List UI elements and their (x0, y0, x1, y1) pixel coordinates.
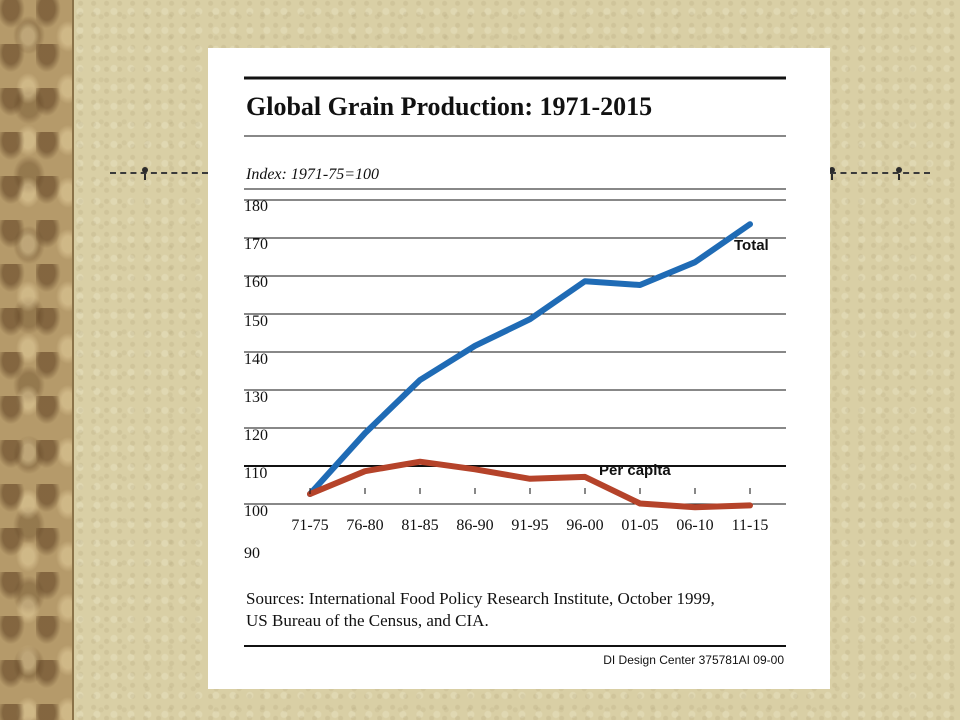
x-tick-label: 01-05 (621, 517, 658, 534)
decorative-dashed-line-left (110, 172, 208, 174)
x-tick-label: 11-15 (732, 517, 769, 534)
grain-production-chart: Global Grain Production: 1971-2015 Index… (244, 76, 786, 667)
chart-subtitle: Index: 1971-75=100 (245, 166, 379, 183)
decorative-dashed-line-right (830, 172, 930, 174)
series-label-per-capita: Per capita (599, 462, 671, 479)
x-tick-label: 81-85 (401, 517, 438, 534)
decorative-dot-right-2 (896, 167, 902, 173)
series-lines (307, 221, 753, 511)
decorative-tick-right-2 (898, 174, 900, 180)
y-tick-label: 100 (244, 503, 268, 520)
decorative-dot-right-1 (829, 167, 835, 173)
x-axis-tick-labels: 71-75 76-80 81-85 86-90 91-95 96-00 01-05 06-10… (291, 488, 768, 534)
source-line-1: Sources: International Food Policy Resea… (246, 589, 715, 608)
y-tick-label: 90 (244, 545, 260, 562)
series-label-total: Total (734, 237, 769, 254)
decorative-tick-right-1 (831, 174, 833, 180)
source-line-2: US Bureau of the Census, and CIA. (246, 611, 489, 630)
y-tick-label: 140 (244, 351, 268, 368)
grid-lines (244, 199, 786, 505)
decorative-tick-left (144, 174, 146, 180)
series-line-per-capita (307, 458, 753, 511)
chart-title: Global Grain Production: 1971-2015 (246, 92, 652, 121)
y-tick-label: 160 (244, 274, 268, 291)
y-axis-tick-labels: 180 170 160 150 140 130 120 110 100 90 (244, 198, 268, 562)
series-line-total (307, 221, 753, 497)
y-tick-label: 180 (244, 198, 268, 215)
chart-card: Global Grain Production: 1971-2015 Index… (208, 48, 830, 689)
y-tick-label: 170 (244, 236, 268, 253)
x-tick-label: 76-80 (346, 517, 383, 534)
x-tick-label: 91-95 (511, 517, 548, 534)
decorative-dot-left (142, 167, 148, 173)
x-tick-label: 06-10 (676, 517, 713, 534)
y-tick-label: 110 (244, 465, 267, 482)
y-tick-label: 130 (244, 389, 268, 406)
x-tick-label: 96-00 (566, 517, 603, 534)
y-tick-label: 120 (244, 427, 268, 444)
x-tick-label: 71-75 (291, 517, 328, 534)
decorative-side-strip (0, 0, 74, 720)
x-tick-label: 86-90 (456, 517, 493, 534)
y-tick-label: 150 (244, 313, 268, 330)
design-credit: DI Design Center 375781AI 09-00 (603, 653, 784, 667)
